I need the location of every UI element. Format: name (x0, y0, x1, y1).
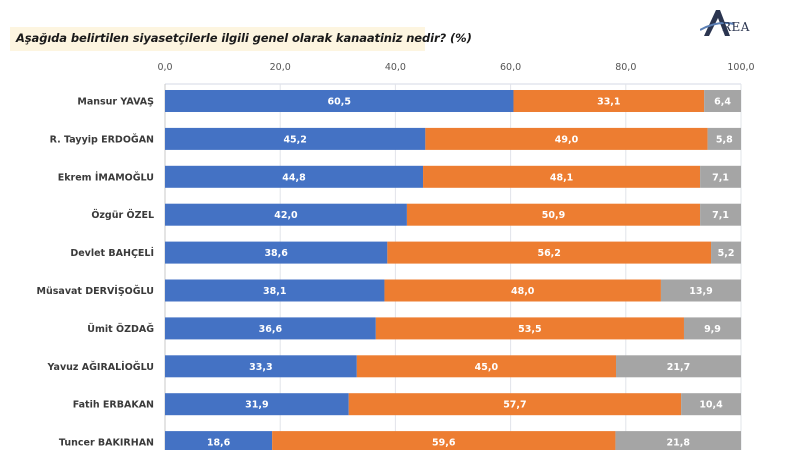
bar-segment-series-2 (348, 393, 682, 416)
category-label: Müsavat DERVİŞOĞLU (37, 285, 154, 297)
data-label: 21,7 (667, 362, 690, 373)
bar-segment-series-2 (356, 355, 617, 378)
bar-segment-series-3 (700, 165, 741, 188)
bar-segment-series-2 (425, 127, 708, 150)
logo-text: REA (722, 20, 750, 34)
data-label: 57,7 (503, 400, 526, 411)
bar-segment-series-3 (707, 127, 741, 150)
data-label: 44,8 (282, 172, 306, 183)
data-label: 31,9 (245, 400, 268, 411)
category-label: Fatih ERBAKAN (73, 400, 154, 411)
x-axis-ticks: 0,0 20,0 40,0 60,0 80,0 100,0 (157, 62, 754, 73)
bar-segment-series-3 (704, 90, 741, 112)
data-label: 50,9 (542, 210, 565, 221)
category-label: Özgür ÖZEL (91, 210, 154, 221)
category-label: Ekrem İMAMOĞLU (58, 171, 154, 183)
category-label: Devlet BAHÇELİ (70, 248, 154, 259)
bar-segment-series-1 (165, 355, 357, 378)
bar-segment-series-3 (700, 203, 741, 226)
data-label: 48,1 (550, 172, 573, 183)
bar-segment-series-1 (165, 90, 514, 112)
bar-segment-series-1 (165, 317, 376, 340)
x-tick-label: 0,0 (157, 62, 172, 73)
data-label: 10,4 (699, 400, 723, 411)
bar-segment-series-2 (384, 279, 661, 302)
bar-segment-series-1 (165, 431, 273, 450)
area-logo-a-icon (700, 10, 735, 36)
bar-segment-series-1 (165, 203, 407, 226)
data-label: 13,9 (689, 286, 712, 297)
data-labels: 60,5 33,1 6,4 45,2 49,0 5,8 44,8 48,1 7,1 42,0 50,… (207, 97, 735, 449)
title-band (10, 27, 425, 51)
bar-segment-series-3 (681, 393, 741, 416)
bar-segment-series-1 (165, 279, 385, 302)
bar-segment-series-2 (423, 165, 701, 188)
category-label: Mansur YAVAŞ (77, 97, 154, 108)
bar-segment-series-1 (165, 393, 349, 416)
bar-segment-series-3 (711, 241, 741, 264)
category-label: Tuncer BAKIRHAN (59, 438, 154, 449)
bar-segment-series-3 (616, 355, 741, 378)
data-label: 49,0 (555, 134, 579, 145)
data-label: 42,0 (274, 210, 298, 221)
category-labels: Mansur YAVAŞ R. Tayyip ERDOĞAN Ekrem İMAMO… (37, 97, 155, 449)
data-label: 45,0 (475, 362, 499, 373)
bar-segment-series-3 (660, 279, 741, 302)
data-label: 56,2 (537, 248, 560, 259)
data-label: 38,1 (263, 286, 286, 297)
category-label: Yavuz AĞIRALİOĞLU (47, 361, 154, 373)
bar-segment-series-2 (513, 90, 705, 112)
data-label: 7,1 (712, 210, 729, 221)
bar-segment-series-1 (165, 165, 424, 188)
data-label: 60,5 (328, 97, 351, 108)
data-label: 7,1 (712, 172, 729, 183)
data-label: 48,0 (511, 286, 535, 297)
data-label: 9,9 (704, 324, 721, 335)
data-label: 6,4 (714, 97, 731, 108)
bar-segment-series-2 (406, 203, 701, 226)
data-label: 33,1 (597, 97, 620, 108)
data-label: 5,2 (718, 248, 735, 259)
data-label: 59,6 (432, 438, 456, 449)
x-tick-label: 40,0 (385, 62, 406, 73)
bar-segment-series-3 (615, 431, 741, 450)
x-tick-label: 80,0 (615, 62, 636, 73)
bar-segment-series-2 (375, 317, 684, 340)
bar-segment-series-1 (165, 127, 426, 150)
bar-segment-series-2 (387, 241, 712, 264)
category-label: Ümit ÖZDAĞ (87, 323, 154, 335)
data-label: 5,8 (716, 134, 733, 145)
bar-segment-series-1 (165, 241, 388, 264)
data-label: 53,5 (518, 324, 541, 335)
data-label: 36,6 (259, 324, 283, 335)
data-label: 18,6 (207, 438, 231, 449)
chart-title: Aşağıda belirtilen siyasetçilerle ilgili… (16, 31, 472, 45)
x-tick-label: 60,0 (500, 62, 521, 73)
bars (165, 90, 741, 450)
data-label: 45,2 (283, 134, 306, 145)
category-label: R. Tayyip ERDOĞAN (50, 133, 154, 145)
data-label: 33,3 (249, 362, 272, 373)
bar-segment-series-3 (683, 317, 741, 340)
bar-segment-series-2 (272, 431, 616, 450)
data-label: 21,8 (666, 438, 690, 449)
x-tick-label: 100,0 (727, 62, 754, 73)
x-tick-label: 20,0 (270, 62, 291, 73)
data-label: 38,6 (264, 248, 288, 259)
